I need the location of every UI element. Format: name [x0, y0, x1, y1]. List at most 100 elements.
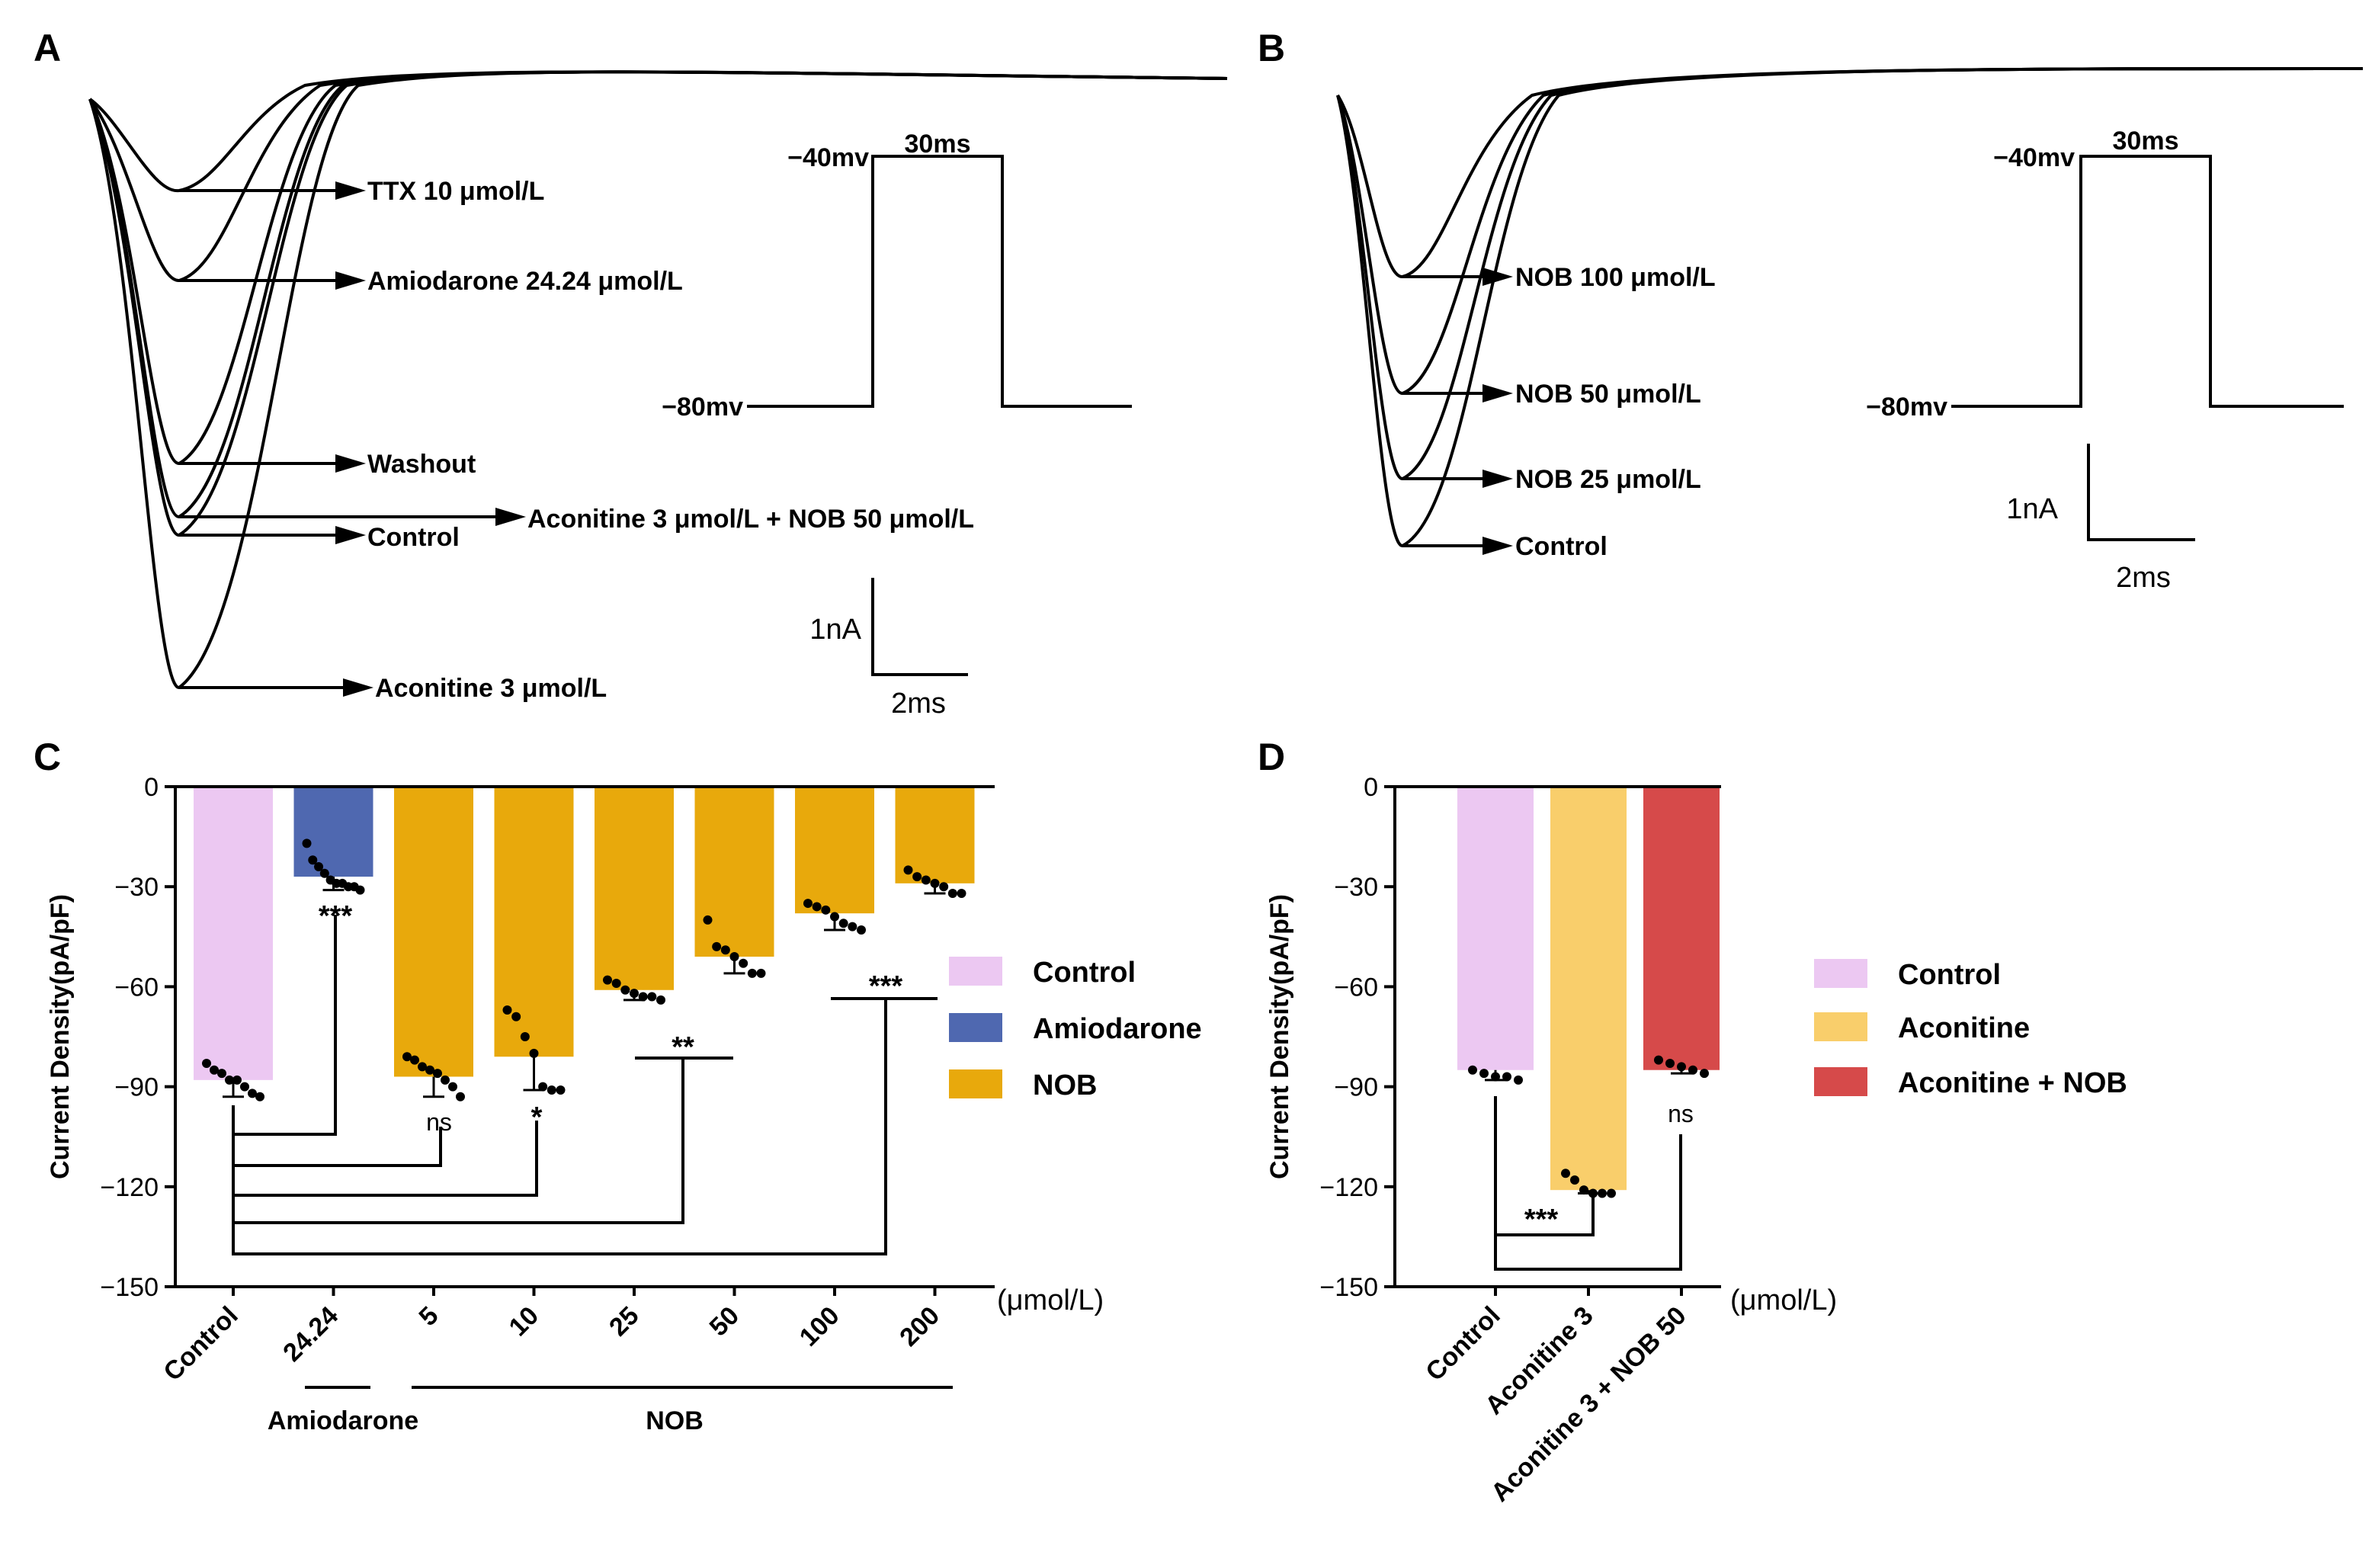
c-point-6-6: [857, 925, 866, 935]
legend-c-swatch-nob: [949, 1069, 1002, 1098]
c-point-5-6: [756, 968, 766, 978]
legend-c-nob: NOB: [1033, 1069, 1097, 1101]
c-bar-6: [795, 787, 874, 914]
chart-c-axes: [174, 785, 995, 1288]
trace-a-amiodarone: [88, 70, 1228, 283]
legend-c-amiodarone: Amiodarone: [1033, 1013, 1202, 1045]
c-point-0-3: [225, 1075, 234, 1085]
c-point-0-1: [210, 1065, 219, 1075]
chart-d-bars: [1457, 787, 1720, 1191]
scale-b-time: 2ms: [2116, 562, 2171, 594]
c-point-1-2: [314, 861, 324, 871]
c-point-7-2: [921, 875, 931, 885]
d-point-0-1: [1479, 1069, 1489, 1079]
c-point-5-0: [703, 915, 713, 925]
d-point-1-5: [1607, 1188, 1616, 1198]
c-point-3-1: [511, 1012, 521, 1021]
protocol-b-hold: −80mv: [1866, 393, 1947, 422]
chart-c-error-bars: [223, 877, 946, 1098]
scale-bar-b: [2087, 444, 2195, 541]
protocol-a-step: −40mv: [787, 143, 869, 172]
legend-d-aconitine: Aconitine: [1898, 1012, 2030, 1044]
label-b-nob25: NOB 25 μmol/L: [1515, 465, 1701, 494]
c-bar-0: [194, 787, 273, 1080]
c-point-7-5: [947, 888, 957, 898]
c-point-6-1: [812, 902, 822, 912]
c-point-0-4: [232, 1075, 242, 1085]
chart-d-unit-label: (μmol/L): [1730, 1284, 1837, 1316]
scale-bar-a: [871, 578, 968, 676]
c-bar-3: [494, 787, 574, 1057]
legend-c-swatch-amiodarone: [949, 1013, 1002, 1042]
c-xlabel-1: 24.24: [277, 1301, 344, 1368]
panel-c: C 0 −30 −60 −90 −120 −150 Control 24.24 5 10 25 50…: [34, 736, 1202, 1435]
c-xlabel-4: 25: [604, 1301, 645, 1342]
d-ytick-label-1: −30: [1334, 873, 1378, 902]
c-point-4-5: [647, 992, 657, 1002]
c-xlabel-6: 100: [794, 1301, 845, 1352]
c-point-2-3: [425, 1065, 434, 1075]
d-point-0-0: [1468, 1065, 1477, 1075]
panel-a-arrowheads: [335, 181, 526, 697]
d-ytick-label-0: 0: [1364, 773, 1378, 802]
d-ytick-label-5: −150: [1319, 1273, 1378, 1302]
c-bar-2: [394, 787, 473, 1077]
chart-c-y-ticks: 0 −30 −60 −90 −120 −150: [100, 773, 175, 1302]
bracket-c-nob25: [232, 1058, 684, 1224]
c-point-5-5: [747, 968, 757, 978]
arrowhead-b-2: [1482, 384, 1513, 402]
d-point-2-0: [1654, 1055, 1663, 1065]
c-ytick-label-2: −60: [114, 973, 159, 1002]
c-point-2-1: [410, 1055, 419, 1065]
sig-d-aconitine: ***: [1524, 1204, 1559, 1236]
legend-c-swatch-control: [949, 957, 1002, 986]
label-a-aconitine-nob: Aconitine 3 μmol/L + NOB 50 μmol/L: [527, 505, 974, 534]
c-point-3-0: [502, 1005, 512, 1015]
group-label-amiodarone: Amiodarone: [268, 1406, 418, 1435]
d-xlabel-2: Aconitine 3 + NOB 50: [1486, 1301, 1692, 1508]
chart-c-points: [202, 839, 966, 1101]
panel-b-arrows: [1402, 275, 1482, 547]
c-point-7-0: [903, 865, 913, 875]
c-point-1-3: [319, 868, 329, 878]
c-ytick-label-3: −90: [114, 1073, 159, 1102]
panel-a-traces: [88, 70, 1228, 690]
c-point-6-2: [821, 905, 831, 915]
c-point-3-6: [556, 1085, 566, 1095]
d-point-1-1: [1570, 1175, 1579, 1185]
protocol-b-step: −40mv: [1993, 143, 2075, 172]
legend-d-swatch-control: [1814, 959, 1867, 988]
trace-b-control: [1336, 67, 2364, 548]
c-point-6-0: [803, 899, 813, 909]
label-a-amiodarone: Amiodarone 24.24 μmol/L: [367, 267, 683, 296]
c-point-3-3: [529, 1048, 539, 1058]
group-label-nob: NOB: [646, 1406, 704, 1435]
c-point-2-0: [402, 1052, 412, 1062]
scale-a-current: 1nA: [809, 614, 861, 646]
d-point-2-2: [1677, 1062, 1686, 1072]
chart-d-brackets: [1494, 1096, 1682, 1271]
arrowhead-a-4: [495, 508, 526, 526]
legend-d-aconitine-nob: Aconitine + NOB: [1898, 1067, 2127, 1099]
sig-d-aconitine-nob: ns: [1668, 1100, 1694, 1127]
c-point-3-2: [520, 1032, 530, 1041]
legend-d-control: Control: [1898, 959, 2001, 991]
scale-a-time: 2ms: [891, 688, 946, 720]
label-b-nob100: NOB 100 μmol/L: [1515, 263, 1716, 292]
c-xlabel-3: 10: [504, 1301, 545, 1342]
c-point-2-4: [433, 1069, 442, 1079]
d-point-2-4: [1700, 1069, 1709, 1079]
label-a-washout: Washout: [367, 450, 476, 479]
sig-c-amiodarone: ***: [319, 900, 353, 932]
protocol-a: [747, 155, 1132, 408]
panel-b-letter: B: [1258, 27, 1285, 69]
d-point-1-4: [1598, 1188, 1607, 1198]
c-point-4-1: [611, 979, 621, 989]
bracket-d-aconitine: [1494, 1096, 1595, 1236]
c-point-6-5: [848, 922, 857, 932]
trace-a-control: [88, 70, 1228, 537]
panel-b-traces: [1336, 67, 2364, 548]
bracket-d-aconitine-nob: [1494, 1134, 1682, 1271]
